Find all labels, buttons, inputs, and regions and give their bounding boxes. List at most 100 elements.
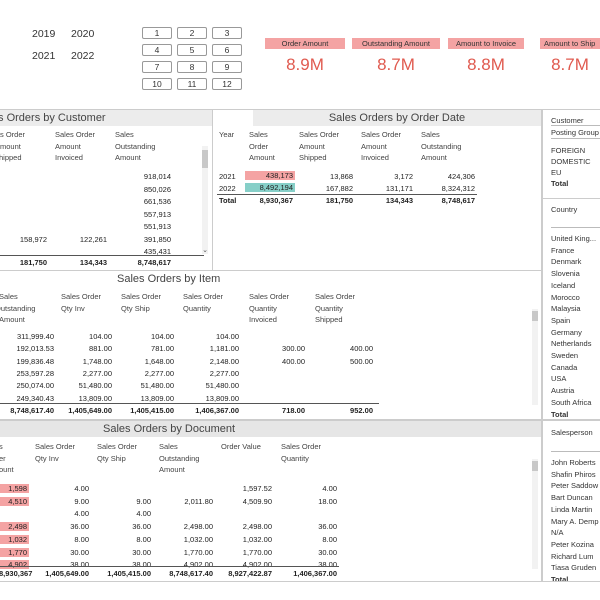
table-cell: 2,277.00: [144, 368, 174, 378]
column-header[interactable]: Sales Order Qty Inv: [61, 292, 102, 313]
posting-item[interactable]: FOREIGN: [551, 146, 586, 155]
country-item[interactable]: France: [551, 245, 575, 255]
table-cell: 435,431: [143, 247, 171, 256]
scroll-down-icon[interactable]: ⌄: [202, 247, 208, 254]
salesperson-item[interactable]: Richard Lum: [551, 551, 594, 561]
year-2021[interactable]: 2021: [32, 50, 56, 62]
vertical-scrollbar[interactable]: [532, 459, 538, 569]
salesperson-item[interactable]: Peter Saddow: [551, 481, 599, 491]
column-header[interactable]: Sales Order Quantity: [183, 292, 224, 313]
column-header[interactable]: Sales Order Qty Ship: [97, 442, 138, 463]
column-header[interactable]: Sales Order Amount hipped: [0, 130, 26, 162]
total-divider: [0, 566, 339, 567]
vertical-scrollbar[interactable]: [532, 309, 538, 405]
month-button[interactable]: 7: [142, 61, 172, 73]
country-item[interactable]: Morocco: [551, 292, 580, 302]
salesperson-total: Total: [551, 575, 569, 582]
total-cell: 181,750: [325, 196, 353, 205]
column-header[interactable]: serount: [0, 442, 14, 474]
country-item[interactable]: Netherlands: [551, 339, 592, 349]
month-button[interactable]: 11: [177, 78, 207, 90]
salesperson-item[interactable]: N/A: [551, 528, 564, 538]
salesperson-item[interactable]: Shafin Phiros: [551, 469, 596, 479]
column-header[interactable]: Sales Order Quantity: [281, 442, 322, 463]
country-item[interactable]: Sweden: [551, 351, 579, 360]
salesperson-item[interactable]: Bart Duncan: [551, 493, 593, 503]
salesperson-item[interactable]: Tiasa Gruden: [551, 563, 597, 573]
table-cell: 500.00: [350, 356, 373, 366]
scrollbar-thumb[interactable]: [202, 150, 208, 168]
posting-item[interactable]: DOMESTIC: [551, 157, 591, 166]
column-header[interactable]: Sales Order Quantity Shipped: [315, 292, 356, 324]
table-cell: 1,770.00: [183, 547, 213, 557]
column-header[interactable]: Year: [219, 130, 235, 139]
country-item[interactable]: Germany: [551, 327, 582, 337]
scrollbar-thumb[interactable]: [532, 461, 538, 471]
table-cell: 557,913: [143, 210, 171, 219]
country-item[interactable]: Spain: [551, 315, 571, 325]
country-total: Total: [551, 409, 569, 419]
column-header[interactable]: Sales Order Qty Inv: [35, 442, 76, 463]
country-item[interactable]: Austria: [551, 386, 575, 396]
orderdate-table: Sales Orders by Order Date Year Sales Ord…: [212, 109, 542, 271]
country-item[interactable]: Denmark: [551, 257, 582, 267]
scrollbar-thumb[interactable]: [532, 311, 538, 321]
column-header[interactable]: Sales Order Amount: [249, 130, 275, 162]
table-cell: 122,261: [79, 235, 107, 244]
table-cell: 104.00: [151, 332, 174, 341]
month-button[interactable]: 8: [177, 61, 207, 73]
table-cell: 1,032.00: [242, 534, 272, 544]
year-2022[interactable]: 2022: [71, 50, 95, 62]
column-header[interactable]: Sales Order Amount Invoiced: [55, 130, 96, 162]
month-button[interactable]: 5: [177, 44, 207, 56]
total-cell: 952.00: [350, 406, 373, 415]
orderdate-table-title: Sales Orders by Order Date: [253, 110, 541, 126]
table-cell: 9.00: [136, 496, 151, 506]
column-header[interactable]: Sales Order Amount Shipped: [299, 130, 340, 162]
country-item[interactable]: USA: [551, 374, 567, 384]
month-button[interactable]: 4: [142, 44, 172, 56]
salesperson-item[interactable]: John Roberts: [551, 458, 596, 467]
table-cell: 1,748.00: [82, 356, 112, 366]
salesperson-item[interactable]: Peter Kozina: [551, 539, 594, 549]
total-cell: Total: [219, 196, 237, 205]
vertical-scrollbar[interactable]: [202, 146, 208, 254]
month-button[interactable]: 2: [177, 27, 207, 39]
country-item[interactable]: Malaysia: [551, 304, 581, 314]
month-button[interactable]: 9: [212, 61, 242, 73]
month-button[interactable]: 3: [212, 27, 242, 39]
column-header[interactable]: Sales Order Quantity Invoiced: [249, 292, 290, 324]
table-cell: 2,498.00: [242, 522, 272, 532]
month-button[interactable]: 10: [142, 78, 172, 90]
table-cell: 850,026: [143, 185, 171, 194]
country-item[interactable]: Canada: [551, 362, 578, 372]
column-header[interactable]: Sales Order Qty Ship: [121, 292, 162, 313]
year-2020[interactable]: 2020: [71, 28, 95, 40]
column-header[interactable]: Order Value: [221, 442, 261, 451]
salesperson-item[interactable]: Linda Martin: [551, 504, 593, 514]
table-cell: 2,148.00: [209, 356, 239, 366]
month-button[interactable]: 6: [212, 44, 242, 56]
table-cell: 36.00: [318, 522, 337, 532]
item-table-title: Sales Orders by Item: [0, 271, 541, 287]
country-item[interactable]: Iceland: [551, 280, 576, 290]
country-item[interactable]: Slovenia: [551, 269, 580, 279]
table-cell: 13,809.00: [78, 393, 112, 403]
salesperson-slicer-label: Salesperson: [551, 428, 593, 437]
total-cell: 181,750: [19, 258, 47, 267]
country-item[interactable]: United King...: [551, 234, 597, 243]
month-button[interactable]: 12: [212, 78, 242, 90]
salesperson-item[interactable]: Mary A. Demp: [551, 516, 599, 526]
month-button[interactable]: 1: [142, 27, 172, 39]
kpi-amount-to-ship-title: Amount to Ship: [540, 38, 600, 49]
posting-item[interactable]: EU: [551, 168, 562, 177]
total-cell: 8,927,422.87: [228, 569, 272, 578]
year-2019[interactable]: 2019: [32, 28, 56, 40]
column-header[interactable]: Sales Order Amount Invoiced: [361, 130, 402, 162]
table-cell: 8,492,194: [245, 183, 295, 192]
country-item[interactable]: South Africa: [551, 397, 592, 407]
